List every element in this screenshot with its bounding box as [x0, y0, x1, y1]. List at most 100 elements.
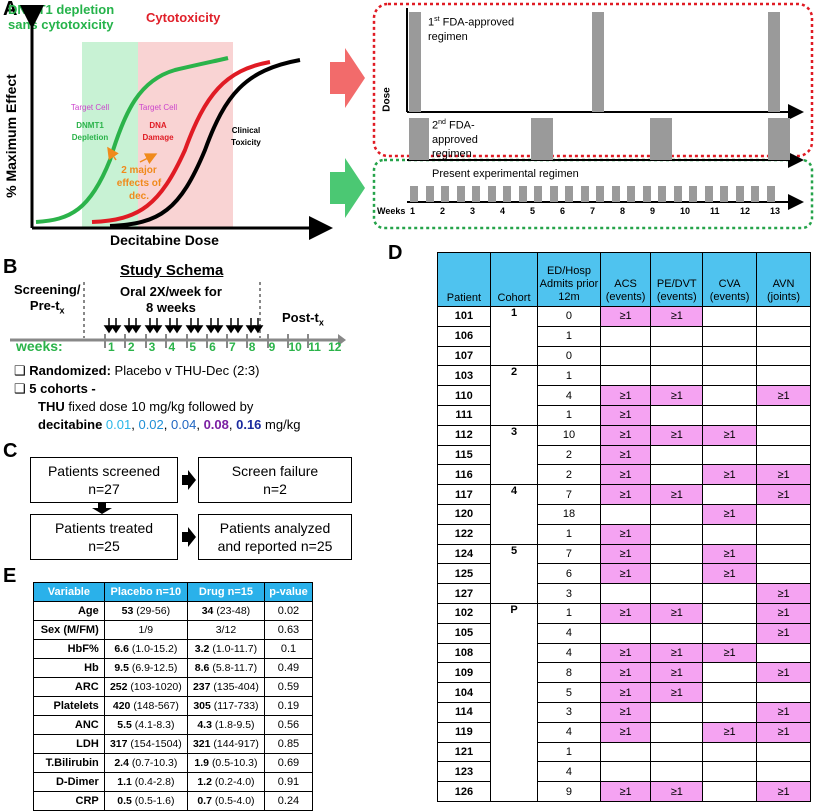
table-cell: 0.02	[263, 601, 314, 621]
cell-text: 305	[193, 700, 211, 712]
table-cell: ≥1	[756, 464, 811, 486]
table-cell	[489, 643, 539, 663]
cell-text: 1.1	[117, 776, 132, 788]
table-cell	[599, 365, 652, 387]
schema-bullets: ❑ Randomized: Placebo v THU-Dec (2:3) ❑ …	[14, 363, 301, 432]
table-cell	[702, 523, 758, 545]
tc1-label: Target Cell	[70, 103, 110, 112]
table-cell: 104	[437, 682, 491, 703]
table-row: 104 5 ≥1 ≥1	[437, 682, 811, 703]
table-cell: LDH	[33, 734, 105, 754]
table-cell: ≥1	[599, 701, 652, 723]
clinical-toxicity: Clinical Toxicity	[231, 126, 261, 147]
table-cell: ≥1	[756, 781, 811, 802]
cell-text: 3.2	[194, 643, 210, 655]
table-cell	[702, 444, 758, 466]
table-cell: 0.19	[263, 696, 314, 716]
table-cell: 4	[537, 385, 601, 406]
cell-text: 1.9	[194, 757, 210, 769]
cell-text: 321	[192, 738, 211, 750]
table-cell: 119	[437, 721, 491, 743]
table-cell	[756, 761, 811, 783]
table-row: 105 4 ≥1	[437, 622, 811, 644]
table-cell	[599, 583, 652, 604]
table-cell: CRP	[33, 791, 105, 811]
table-cell	[650, 404, 704, 426]
table-cell	[756, 424, 811, 446]
cell-text: 0.69	[277, 757, 300, 769]
cell-text: (4.1-8.3)	[134, 719, 175, 731]
table-cell: 1	[537, 365, 601, 387]
table-row: 115 2 ≥1	[437, 444, 811, 466]
table-cell: 125	[437, 563, 491, 585]
table-cell	[756, 444, 811, 466]
table-cell	[489, 504, 539, 525]
table-cell: Hb	[33, 658, 105, 678]
table-cell	[599, 503, 652, 525]
table-cell: 3/12	[186, 620, 265, 640]
table-cell: 18	[537, 503, 601, 525]
panel-d-label: D	[388, 242, 403, 264]
table-cell: 1	[537, 325, 601, 347]
table-cell: 117	[437, 484, 491, 505]
table-cell: 0.85	[263, 734, 314, 754]
table-cell	[702, 345, 758, 367]
table-cell: ≥1	[650, 781, 704, 802]
cell-text: Platelets	[53, 700, 99, 712]
table-cell	[489, 662, 539, 683]
table-cell: Age	[33, 601, 105, 621]
table-cell	[650, 721, 704, 743]
table-cell: 4	[537, 721, 601, 743]
table-cell	[489, 445, 539, 465]
table-cell: 7	[537, 484, 601, 505]
table-cell: 53 (29-56)	[103, 601, 188, 621]
table-cell	[702, 484, 758, 505]
cell-text: 6.6	[114, 643, 129, 655]
table-cell	[756, 563, 811, 585]
table-cell: ≥1	[599, 642, 652, 664]
table-cell: 0.56	[263, 715, 314, 735]
box-screen-failure: Screen failure n=2	[198, 457, 352, 503]
red-band	[138, 42, 233, 228]
table-cell: 0.7 (0.5-4.0)	[186, 791, 265, 811]
table-row: ARC 252 (103-1020) 237 (135-404) 0.59	[33, 677, 314, 697]
red-curve	[91, 60, 271, 224]
panel-a-label: A	[3, 0, 18, 20]
cell-text: (135-404)	[213, 681, 259, 693]
week-numbers-b: 1 2 3 4 5 6 7 8 9 10 11 12	[108, 340, 342, 354]
table-cell	[756, 682, 811, 703]
table-row: Platelets 420 (148-567) 305 (117-733) 0.19	[33, 696, 314, 716]
table-cell: 109	[437, 662, 491, 684]
table-cell: ≥1	[599, 404, 652, 426]
table-row: 109 8 ≥1 ≥1 ≥1	[437, 662, 811, 684]
table-row: 121 1	[437, 741, 811, 763]
table-cell: ≥1	[756, 721, 811, 743]
table-cell: 0.24	[263, 791, 314, 811]
cell-text: (0.5-4.0)	[214, 795, 255, 807]
table-cell	[702, 701, 758, 723]
cell-text: 8.6	[194, 662, 210, 674]
table-cell: ≥1	[599, 602, 652, 624]
table-cell	[650, 741, 704, 763]
table-row: 122 1 ≥1	[437, 523, 811, 545]
table-cell: 8.6 (5.8-11.7)	[186, 658, 265, 678]
table-row: 107 0	[437, 345, 811, 367]
tc1-text: DNMT1 Depletion	[71, 121, 109, 142]
table-cell	[702, 781, 758, 802]
table-row: LDH 317 (154-1504) 321 (144-917) 0.85	[33, 734, 314, 754]
table-cell	[650, 543, 704, 565]
cell-text: (29-56)	[136, 605, 171, 617]
table-cell: ≥1	[599, 306, 652, 327]
cell-text: (1.0-15.2)	[131, 643, 178, 655]
table-cell: 9.5 (6.9-12.5)	[103, 658, 188, 678]
table-cell: ≥1	[756, 583, 811, 604]
cell-text: Hb	[84, 662, 99, 674]
table-cell: ≥1	[650, 682, 704, 703]
table-cell	[650, 503, 704, 525]
table-cell: 1.1 (0.4-2.8)	[103, 772, 188, 792]
table-cell	[702, 662, 758, 684]
table-cell: ≥1	[599, 662, 652, 684]
weeks-axis: Weeks	[377, 206, 406, 216]
table-cell	[489, 781, 539, 802]
